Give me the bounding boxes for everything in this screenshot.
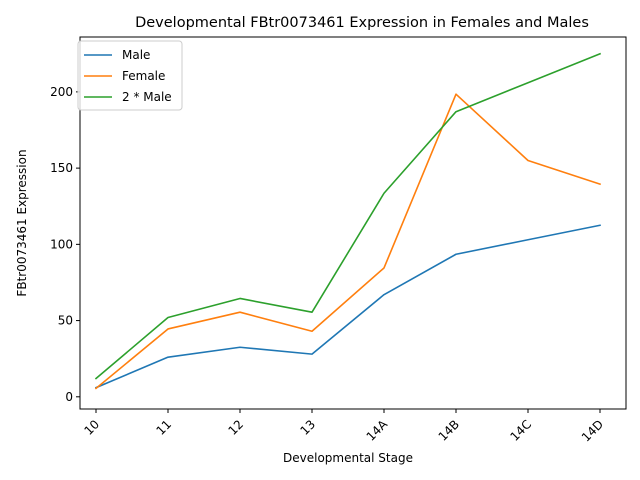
x-tick-label: 14D [579,417,606,444]
series-layer [94,52,602,390]
y-tick-label: 0 [65,390,73,404]
legend-label: Male [122,48,150,62]
x-axis: 10 11 12 13 14A 14B 14C 14D [81,409,606,444]
x-axis-title: Developmental Stage [283,451,413,465]
x-tick-label: 13 [297,417,318,438]
x-tick-label: 10 [81,417,102,438]
legend-label: 2 * Male [122,90,172,104]
y-tick-label: 100 [50,237,73,251]
y-tick-label: 50 [58,314,73,328]
y-tick-label: 150 [50,161,73,175]
plot-frame [79,36,627,410]
x-tick-label: 14A [364,417,391,444]
y-axis: 0 50 100 150 200 [50,85,80,404]
x-tick-label: 14C [507,417,534,444]
chart-title: Developmental FBtr0073461 Expression in … [135,15,589,31]
legend-box [77,40,183,111]
legend: Male Female 2 * Male [77,40,183,111]
y-tick-label: 200 [50,85,73,99]
series-line-female [94,93,602,390]
legend-label: Female [122,69,165,83]
axes [79,36,627,410]
y-axis-title: FBtr0073461 Expression [15,149,29,296]
x-tick-label: 14B [436,417,463,444]
x-tick-label: 12 [225,417,246,438]
x-tick-label: 11 [153,417,174,438]
series-line-2-male [94,52,602,380]
series-line-male [94,224,601,389]
